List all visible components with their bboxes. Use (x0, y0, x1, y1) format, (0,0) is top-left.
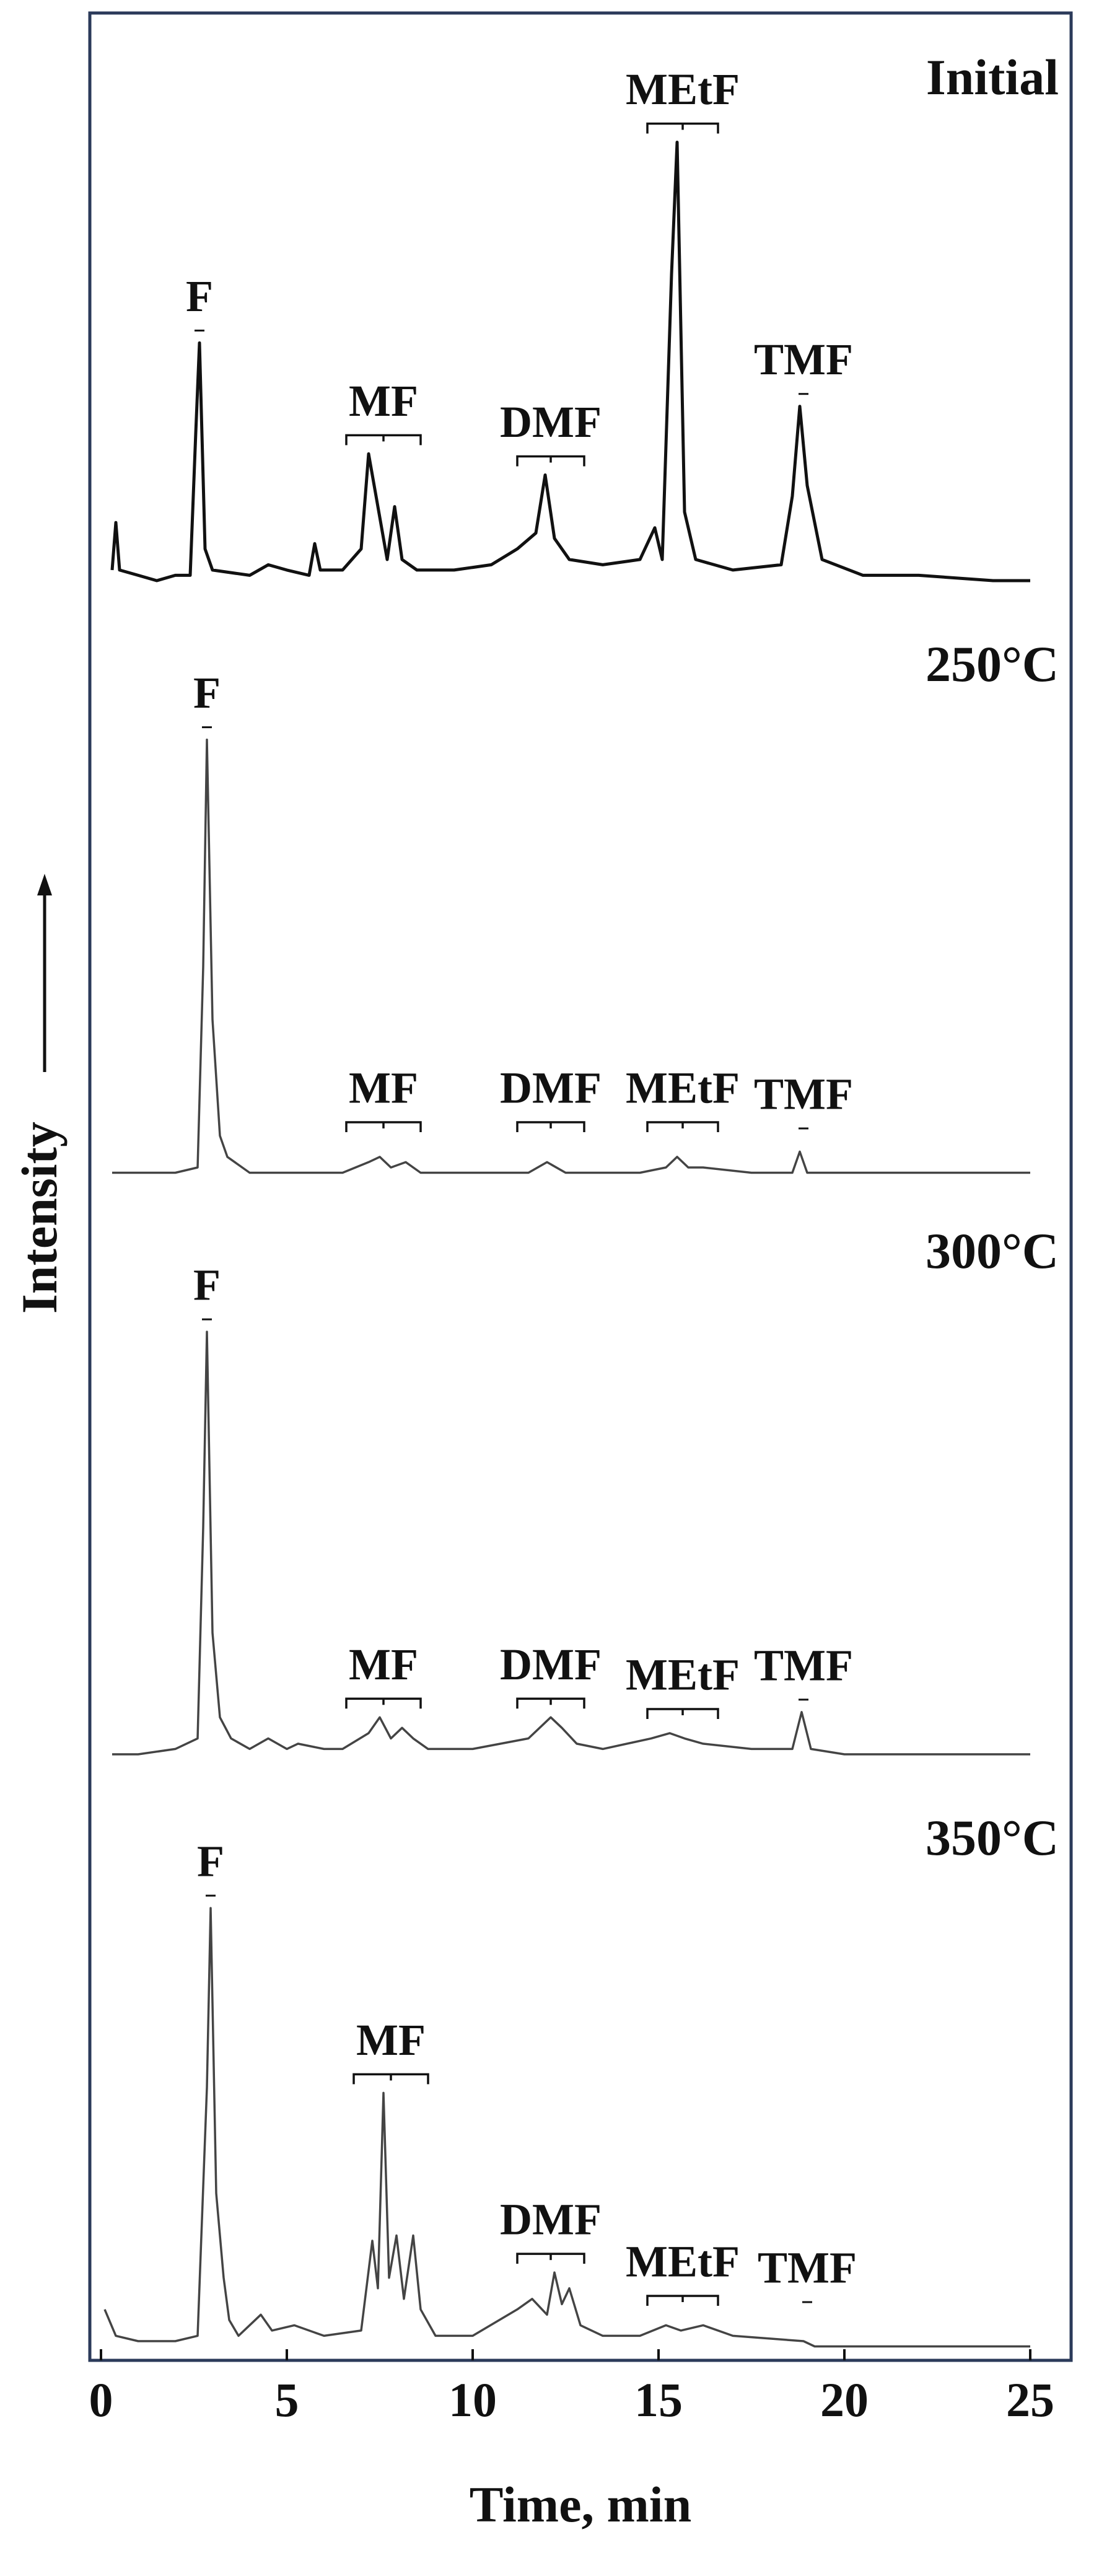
peak-label: F (193, 1260, 221, 1310)
peak-bracket (516, 2253, 585, 2264)
peak-label: MF (356, 2015, 426, 2065)
peak-label: MF (349, 1063, 418, 1113)
x-tick-label: 20 (820, 2373, 869, 2427)
peak-bracket (516, 455, 585, 467)
peak-label: TMF (754, 335, 853, 384)
peak-label: DMF (500, 1640, 602, 1689)
peak-label: F (197, 1837, 224, 1886)
peak-label: MF (349, 1640, 418, 1689)
panel-label: 350°C (926, 1809, 1059, 1866)
peak-label: F (186, 271, 213, 321)
y-axis-label: Intensity (11, 1122, 68, 1314)
x-tick-label: 0 (89, 2373, 113, 2427)
peak-label: TMF (754, 1640, 853, 1690)
peak-bracket (646, 1121, 719, 1132)
x-tick-label: 5 (275, 2373, 299, 2427)
peak-bracket (345, 1121, 422, 1132)
peak-bracket (646, 2295, 719, 2306)
peak-bracket (516, 1697, 585, 1709)
peak-label: MF (349, 376, 418, 426)
peak-bracket (345, 1697, 422, 1709)
panel-label: 300°C (926, 1223, 1059, 1279)
peak-bracket (345, 434, 422, 446)
peak-label: MEtF (626, 1063, 740, 1113)
trace (110, 141, 1030, 582)
plot-frame (88, 11, 1073, 2362)
peak-bracket (646, 1708, 719, 1719)
peak-label: MEtF (626, 2237, 740, 2287)
x-tick-label: 15 (634, 2373, 683, 2427)
peak-label: F (193, 668, 221, 718)
peak-bracket (516, 1121, 585, 1132)
peak-label: MEtF (626, 64, 740, 114)
x-axis-label: Time, min (470, 2476, 691, 2533)
x-tick-label: 25 (1006, 2373, 1054, 2427)
panel-label: Initial (926, 49, 1059, 105)
trace (103, 1907, 1030, 2348)
trace (112, 1330, 1030, 1756)
panel-label: 250°C (926, 636, 1059, 692)
x-tick-label: 10 (449, 2373, 497, 2427)
peak-label: TMF (758, 2243, 857, 2293)
y-axis-arrowhead (37, 874, 52, 895)
trace (112, 738, 1030, 1174)
peak-label: DMF (500, 2195, 602, 2244)
peak-label: DMF (500, 1063, 602, 1113)
peak-label: MEtF (626, 1650, 740, 1700)
peak-label: DMF (500, 397, 602, 447)
peak-bracket (352, 2073, 429, 2085)
peak-label: TMF (754, 1070, 853, 1119)
peak-bracket (646, 122, 719, 134)
